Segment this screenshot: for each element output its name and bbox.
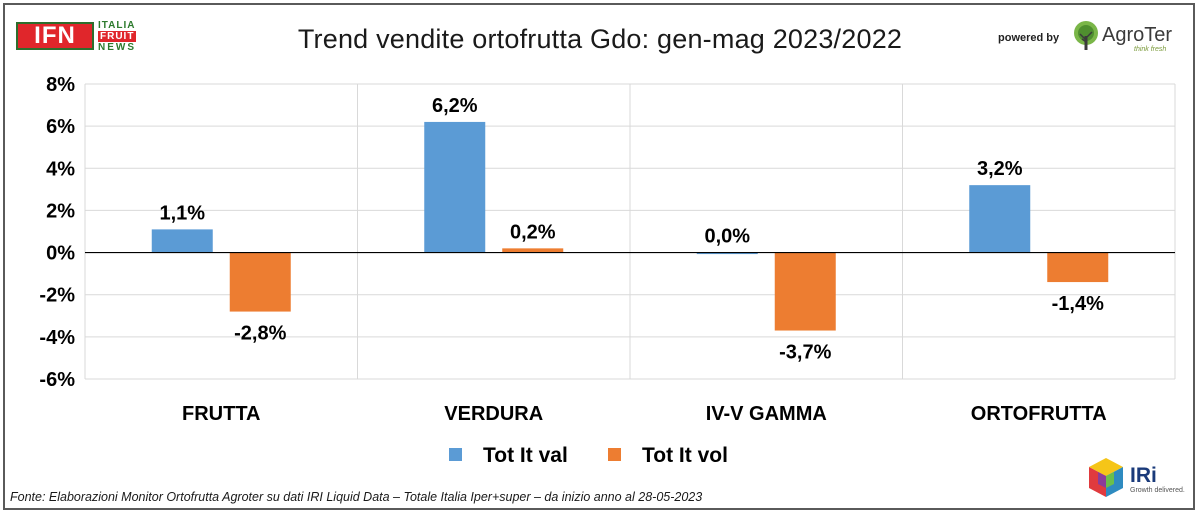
ifn-logo-line3: NEWS <box>98 42 136 53</box>
y-tick-label: -4% <box>39 327 75 349</box>
ifn-logo-words: ITALIA FRUIT NEWS <box>98 20 137 53</box>
data-label: 6,2% <box>432 95 478 117</box>
data-label: -1,4% <box>1052 293 1104 315</box>
ifn-logo-line2: FRUIT <box>98 31 137 42</box>
cube-icon <box>1089 458 1123 497</box>
ifn-logo-line1: ITALIA <box>98 20 136 31</box>
bar-val <box>424 121 486 253</box>
legend-label: Tot It vol <box>642 444 728 467</box>
iri-logo: IRi Growth delivered. <box>1086 456 1186 502</box>
agroter-logo-name: AgroTer <box>1102 24 1173 46</box>
data-label: 0,2% <box>510 221 556 243</box>
legend-swatch <box>608 448 621 461</box>
y-tick-label: 8% <box>46 74 75 96</box>
source-note: Fonte: Elaborazioni Monitor Ortofrutta A… <box>10 490 703 504</box>
ifn-logo-mark: IFN <box>16 22 94 50</box>
iri-logo-tagline: Growth delivered. <box>1130 487 1185 494</box>
data-label: 3,2% <box>977 158 1023 180</box>
data-label: -3,7% <box>779 342 831 364</box>
data-label: -2,8% <box>234 323 286 345</box>
bar-vol <box>502 248 564 253</box>
data-label: 1,1% <box>159 202 205 224</box>
tree-icon <box>1074 21 1098 50</box>
x-category-label: ORTOFRUTTA <box>971 403 1107 425</box>
y-tick-label: 0% <box>46 243 75 265</box>
chart-frame <box>3 3 1195 510</box>
powered-by-label: powered by <box>998 32 1060 44</box>
agroter-logo: AgroTer think fresh <box>1072 18 1190 54</box>
bar-vol <box>774 252 836 331</box>
chart-title: Trend vendite ortofrutta Gdo: gen-mag 20… <box>297 24 903 54</box>
bar-val <box>151 229 213 253</box>
y-tick-label: -2% <box>39 285 75 307</box>
agroter-logo-tagline: think fresh <box>1134 46 1167 53</box>
y-tick-label: 2% <box>46 200 75 222</box>
x-category-label: IV-V GAMMA <box>706 403 827 425</box>
legend-label: Tot It val <box>483 444 568 467</box>
y-tick-label: -6% <box>39 369 75 391</box>
bar-val <box>969 185 1031 253</box>
y-tick-label: 6% <box>46 116 75 138</box>
bar-vol <box>1047 252 1109 283</box>
legend-swatch <box>449 448 462 461</box>
bar-val <box>696 252 758 255</box>
y-tick-label: 4% <box>46 158 75 180</box>
bar-vol <box>229 252 291 312</box>
x-category-label: VERDURA <box>444 403 543 425</box>
ifn-logo: IFN ITALIA FRUIT NEWS <box>16 20 146 56</box>
x-category-label: FRUTTA <box>182 403 261 425</box>
data-label: 0,0% <box>704 226 750 248</box>
iri-logo-name: IRi <box>1130 464 1157 487</box>
